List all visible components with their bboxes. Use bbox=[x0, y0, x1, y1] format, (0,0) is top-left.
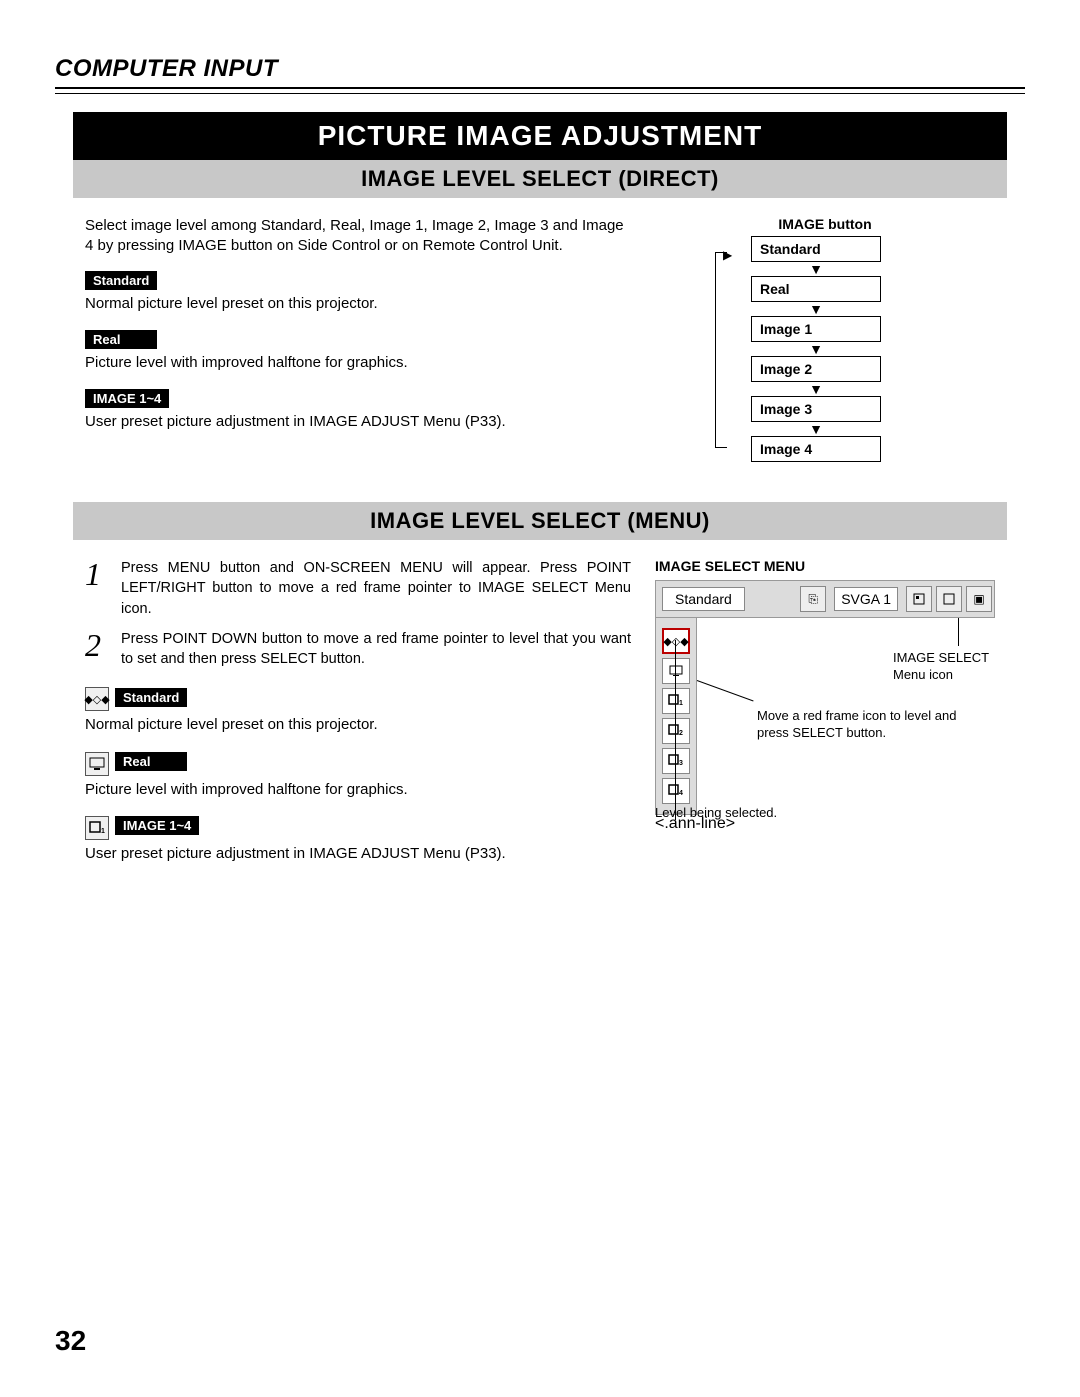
tag-image14: IMAGE 1~4 bbox=[85, 389, 169, 408]
image-select-icon[interactable] bbox=[906, 586, 932, 612]
sub-banner-direct: IMAGE LEVEL SELECT (DIRECT) bbox=[73, 160, 1007, 198]
diagram-title: IMAGE button bbox=[655, 216, 995, 232]
screen-icon[interactable]: ▣ bbox=[966, 586, 992, 612]
menu-sidebar: ◆◇◆ 1 2 3 4 bbox=[655, 618, 697, 815]
section-header: COMPUTER INPUT bbox=[55, 55, 1025, 83]
desc-real: Picture level with improved halftone for… bbox=[85, 353, 631, 373]
menu-desc-real: Picture level with improved halftone for… bbox=[85, 780, 631, 800]
divider-thin bbox=[55, 93, 1025, 94]
ann-line-1 bbox=[958, 618, 959, 646]
topbar-label: Standard bbox=[662, 587, 745, 611]
menu-tag-image14: IMAGE 1~4 bbox=[115, 816, 199, 835]
tag-standard: Standard bbox=[85, 271, 157, 290]
svg-text:4: 4 bbox=[679, 790, 683, 797]
menu-screenshot-title: IMAGE SELECT MENU bbox=[655, 558, 995, 574]
tag-real: Real bbox=[85, 330, 157, 349]
state-standard: Standard bbox=[751, 236, 881, 262]
arrow-down-icon: ▼ bbox=[751, 382, 881, 396]
loop-arrow-icon: ▶ bbox=[723, 248, 732, 262]
svg-text:1: 1 bbox=[101, 828, 105, 835]
menu-screenshot: Standard ⎘ SVGA 1 ▣ ◆◇◆ bbox=[655, 580, 995, 833]
sub-banner-menu: IMAGE LEVEL SELECT (MENU) bbox=[73, 502, 1007, 540]
direct-item-real: Real Picture level with improved halfton… bbox=[85, 330, 631, 373]
desc-standard: Normal picture level preset on this proj… bbox=[85, 294, 631, 314]
ann-move: Move a red frame icon to level and press… bbox=[757, 708, 977, 742]
ann-image-select: IMAGE SELECT Menu icon bbox=[893, 650, 1013, 684]
arrow-down-icon: ▼ bbox=[751, 262, 881, 276]
page-number: 32 bbox=[55, 1325, 86, 1357]
direct-item-standard: Standard Normal picture level preset on … bbox=[85, 271, 631, 314]
input-icon[interactable]: ⎘ bbox=[800, 586, 826, 612]
menu-item-real: Real Picture level with improved halfton… bbox=[85, 752, 631, 800]
image-adjust-icon[interactable] bbox=[936, 586, 962, 612]
side-image3-icon[interactable]: 3 bbox=[662, 748, 690, 774]
monitor-icon bbox=[85, 752, 109, 776]
menu-item-image14: 1 IMAGE 1~4 User preset picture adjustme… bbox=[85, 816, 631, 864]
title-banner: PICTURE IMAGE ADJUSTMENT bbox=[73, 112, 1007, 160]
direct-item-image14: IMAGE 1~4 User preset picture adjustment… bbox=[85, 389, 631, 432]
square1-icon: 1 bbox=[85, 816, 109, 840]
arrow-down-icon: ▼ bbox=[751, 422, 881, 436]
menu-item-standard: ◆◇◆ Standard Normal picture level preset… bbox=[85, 687, 631, 735]
direct-left: Select image level among Standard, Real,… bbox=[85, 216, 631, 462]
menu-topbar: Standard ⎘ SVGA 1 ▣ bbox=[655, 580, 995, 618]
step-1: 1 Press MENU button and ON-SCREEN MENU w… bbox=[85, 558, 631, 619]
state-flow: ▶ Standard ▼ Real ▼ Image 1 ▼ Image 2 ▼ … bbox=[715, 236, 905, 462]
step-num-2: 2 bbox=[85, 629, 109, 670]
step-text-2: Press POINT DOWN button to move a red fr… bbox=[121, 629, 631, 670]
svg-text:2: 2 bbox=[679, 730, 683, 737]
side-image2-icon[interactable]: 2 bbox=[662, 718, 690, 744]
arrow-down-icon: ▼ bbox=[751, 342, 881, 356]
direct-diagram: IMAGE button ▶ Standard ▼ Real ▼ Image 1… bbox=[655, 216, 995, 462]
svg-text:3: 3 bbox=[679, 760, 683, 767]
desc-image14: User preset picture adjustment in IMAGE … bbox=[85, 412, 631, 432]
ann-line-3 bbox=[675, 640, 676, 820]
state-image4: Image 4 bbox=[751, 436, 881, 462]
side-image1-icon[interactable]: 1 bbox=[662, 688, 690, 714]
step-text-1: Press MENU button and ON-SCREEN MENU wil… bbox=[121, 558, 631, 619]
state-image1: Image 1 bbox=[751, 316, 881, 342]
state-real: Real bbox=[751, 276, 881, 302]
menu-tag-real: Real bbox=[115, 752, 187, 771]
direct-intro: Select image level among Standard, Real,… bbox=[85, 216, 631, 257]
side-real-icon[interactable] bbox=[662, 658, 690, 684]
side-standard-icon[interactable]: ◆◇◆ bbox=[662, 628, 690, 654]
state-image2: Image 2 bbox=[751, 356, 881, 382]
diamonds-icon: ◆◇◆ bbox=[85, 687, 109, 711]
side-image4-icon[interactable]: 4 bbox=[662, 778, 690, 804]
step-2: 2 Press POINT DOWN button to move a red … bbox=[85, 629, 631, 670]
menu-section: 1 Press MENU button and ON-SCREEN MENU w… bbox=[55, 558, 1025, 880]
menu-desc-image14: User preset picture adjustment in IMAGE … bbox=[85, 844, 631, 864]
arrow-down-icon: ▼ bbox=[751, 302, 881, 316]
direct-section: Select image level among Standard, Real,… bbox=[55, 216, 1025, 462]
divider-thick bbox=[55, 87, 1025, 89]
state-image3: Image 3 bbox=[751, 396, 881, 422]
menu-left: 1 Press MENU button and ON-SCREEN MENU w… bbox=[85, 558, 631, 880]
ann-selected: Level being selected. bbox=[655, 805, 855, 822]
menu-right: IMAGE SELECT MENU Standard ⎘ SVGA 1 ▣ ◆◇… bbox=[655, 558, 995, 880]
step-num-1: 1 bbox=[85, 558, 109, 619]
menu-desc-standard: Normal picture level preset on this proj… bbox=[85, 715, 631, 735]
svg-text:1: 1 bbox=[679, 700, 683, 707]
loop-line bbox=[715, 252, 727, 448]
menu-tag-standard: Standard bbox=[115, 688, 187, 707]
topbar-mode: SVGA 1 bbox=[834, 587, 898, 611]
